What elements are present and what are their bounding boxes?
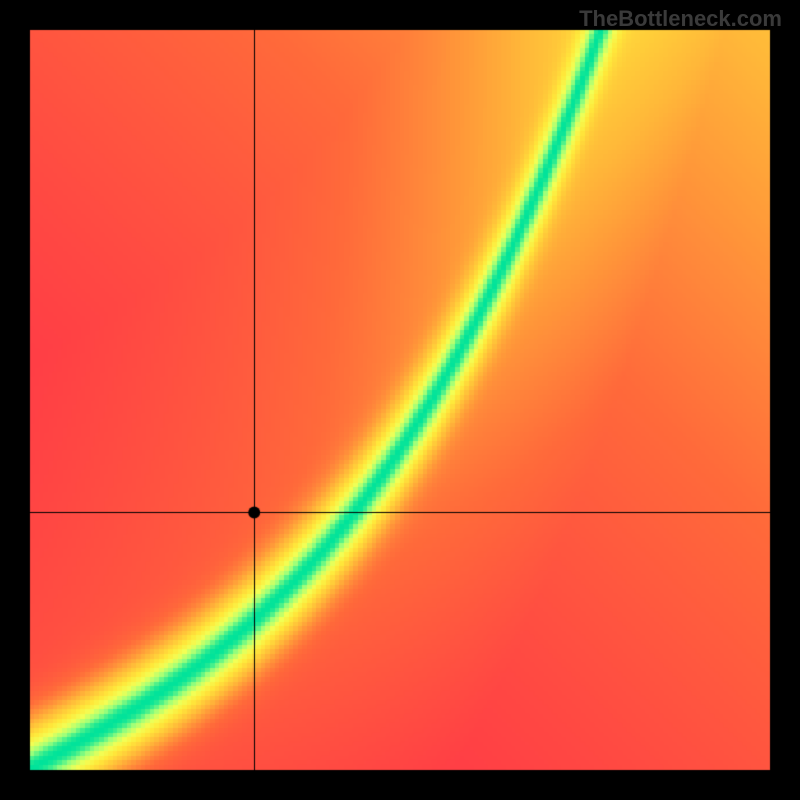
chart-container: TheBottleneck.com (0, 0, 800, 800)
bottleneck-heatmap-canvas (0, 0, 800, 800)
watermark-text: TheBottleneck.com (579, 6, 782, 32)
